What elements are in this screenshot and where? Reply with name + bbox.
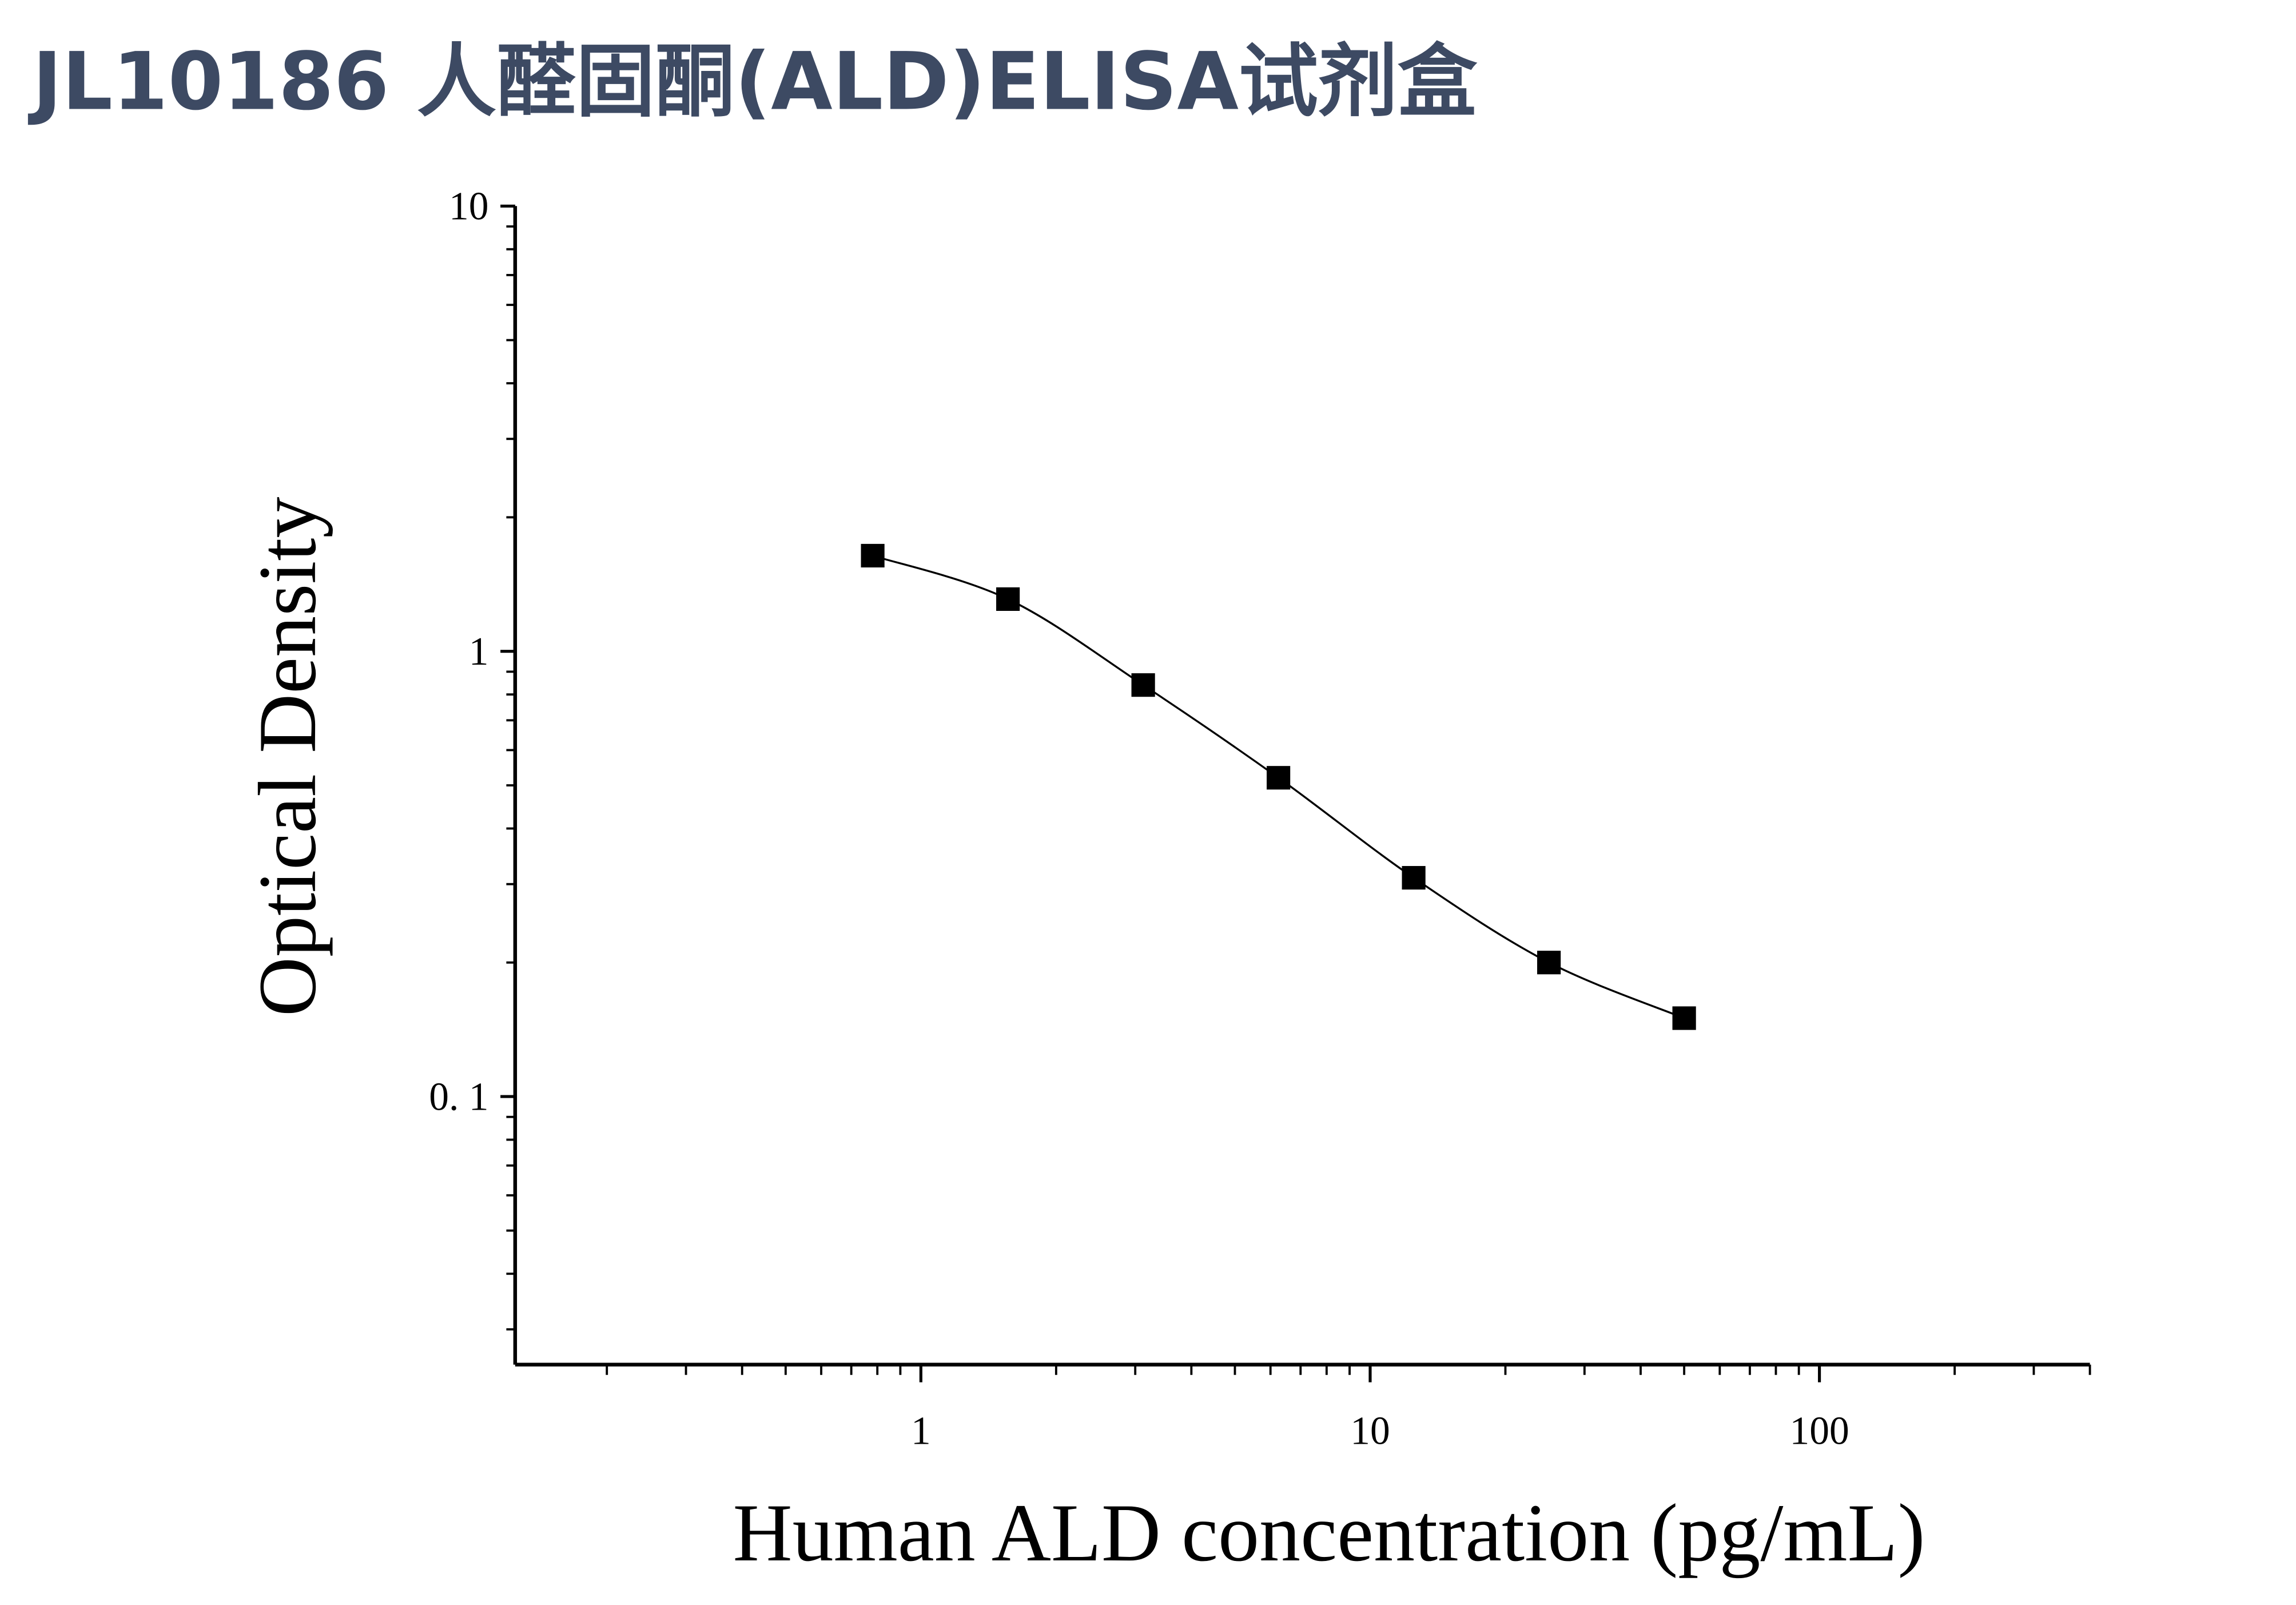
data-point: [996, 587, 1020, 611]
page-title: JL10186 人醛固酮(ALD)ELISA试剂盒: [28, 35, 1478, 128]
data-point: [1672, 1006, 1696, 1030]
x-tick-label: 100: [1790, 1409, 1849, 1453]
data-point: [1537, 951, 1561, 975]
y-tick-label: 10: [449, 184, 488, 228]
x-tick-label: 10: [1350, 1409, 1390, 1453]
x-tick-label: 1: [911, 1409, 931, 1453]
data-point: [861, 543, 885, 568]
x-axis-label: Human ALD concentration (pg/mL): [733, 1488, 1925, 1579]
y-tick-label: 1: [469, 630, 489, 674]
data-point: [1131, 673, 1155, 697]
y-tick-label: 0. 1: [429, 1075, 488, 1119]
data-point: [1267, 766, 1291, 790]
y-axis-label: Optical Density: [242, 497, 333, 1016]
data-point: [1402, 866, 1426, 890]
